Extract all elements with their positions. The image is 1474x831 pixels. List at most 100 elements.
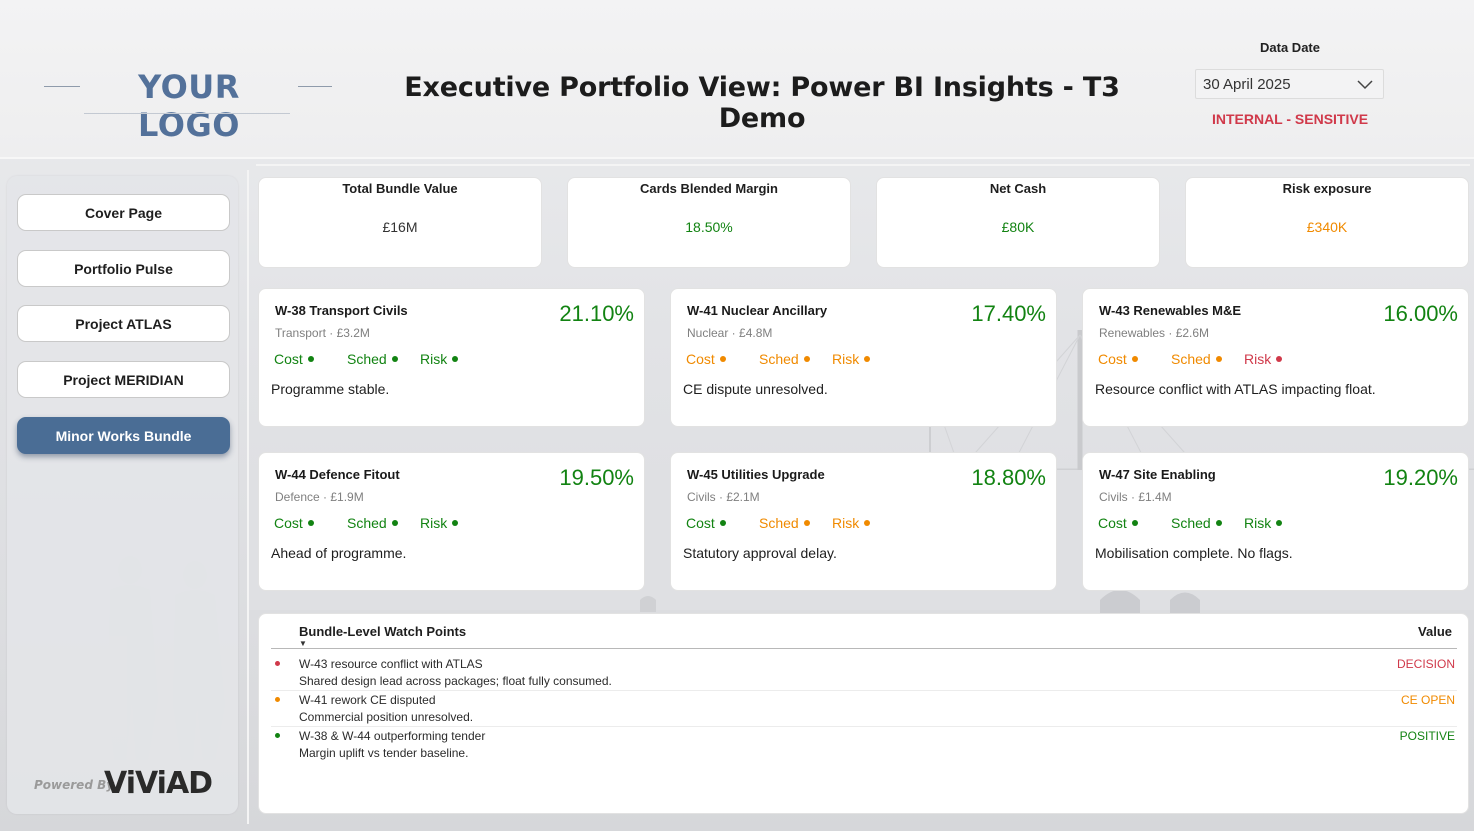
watch-point-description: Shared design lead across packages; floa… [299,674,612,688]
card-margin: 17.40% [971,301,1046,326]
rag-sched: Sched [759,515,810,531]
rag-label: Risk [1244,351,1272,367]
card-title: W-41 Nuclear Ancillary [687,303,828,318]
date-dropdown[interactable]: 30 April 2025 [1195,69,1384,99]
card-comment: Mobilisation complete. No flags. [1095,545,1293,561]
status-dot-icon [1215,520,1222,527]
card-subtitle: Nuclear · £4.8M [687,326,773,340]
powered-by-label: Powered By [34,778,115,792]
rag-label: Risk [420,351,448,367]
kpi-value: £80K [1001,219,1035,235]
watch-points-table: Bundle-Level Watch Points ▼ Value W-43 r… [258,613,1469,814]
column-header-watch-point[interactable]: Bundle-Level Watch Points [299,624,467,639]
rag-cost: Cost [274,515,314,531]
watch-point-title: W-43 resource conflict with ATLAS [299,657,483,671]
rag-cost: Cost [686,351,726,367]
page-title: Executive Portfolio View: Power BI Insig… [404,72,1120,134]
rag-label: Risk [832,515,860,531]
card-title: W-43 Renewables M&E [1099,303,1242,318]
rag-sched: Sched [347,515,398,531]
status-dot-icon [275,661,280,666]
status-dot-icon [391,356,398,363]
header-divider [0,157,1474,159]
table-row[interactable]: W-41 rework CE disputed Commercial posit… [271,691,1457,727]
card-comment: Statutory approval delay. [683,545,837,561]
card-comment: Programme stable. [271,381,390,397]
rag-label: Sched [1171,515,1211,531]
card-margin: 21.10% [559,301,634,326]
rag-risk: Risk [832,515,871,531]
status-dot-icon [864,356,871,363]
card-comment: CE dispute unresolved. [683,381,828,397]
rag-sched: Sched [1171,351,1222,367]
status-dot-icon [719,356,726,363]
kpi-total-bundle-value: Total Bundle Value £16M [258,177,542,268]
column-header-value[interactable]: Value [1418,624,1452,639]
chevron-down-icon [1357,80,1373,90]
status-dot-icon [803,520,810,527]
logo-underline [84,113,290,114]
rag-sched: Sched [1171,515,1222,531]
table-row[interactable]: W-38 & W-44 outperforming tender Margin … [271,727,1457,763]
watch-point-title: W-41 rework CE disputed [299,693,436,707]
rag-label: Risk [832,351,860,367]
rag-cost: Cost [1098,351,1138,367]
watch-point-value: CE OPEN [1400,693,1455,707]
status-dot-icon [864,520,871,527]
status-dot-icon [275,697,280,702]
rag-risk: Risk [420,351,459,367]
status-dot-icon [1276,520,1283,527]
kpi-value: £16M [382,219,418,235]
card-subtitle: Civils · £1.4M [1099,490,1172,504]
status-dot-icon [1276,356,1283,363]
watch-point-value: POSITIVE [1399,729,1455,743]
rag-label: Sched [759,351,799,367]
logo-line-left [44,86,80,87]
status-dot-icon [803,356,810,363]
kpi-risk-exposure: Risk exposure £340K [1185,177,1469,268]
rag-risk: Risk [420,515,459,531]
nav-project-atlas[interactable]: Project ATLAS [17,305,230,342]
logo-line-right [298,86,332,87]
status-dot-icon [452,356,459,363]
card-title: W-45 Utilities Upgrade [687,467,825,482]
vivad-logo-text: ViViAD [104,766,212,798]
status-dot-icon [1131,356,1138,363]
rag-label: Risk [1244,515,1272,531]
rag-label: Cost [686,351,715,367]
watch-point-value: DECISION [1396,657,1455,671]
rag-label: Cost [686,515,715,531]
watch-point-title: W-38 & W-44 outperforming tender [299,729,486,743]
row-divider [271,690,1457,691]
card-title: W-47 Site Enabling [1099,467,1216,482]
rag-status-row: Cost Sched Risk [1098,351,1328,369]
rag-label: Cost [1098,515,1127,531]
rag-risk: Risk [1244,351,1283,367]
card-comment: Ahead of programme. [271,545,407,561]
row-divider [271,726,1457,727]
project-card[interactable]: W-47 Site Enabling Civils · £1.4M 19.20%… [1082,452,1469,591]
project-card[interactable]: W-44 Defence Fitout Defence · £1.9M 19.5… [258,452,645,591]
card-margin: 19.50% [559,465,634,490]
kpi-title: Net Cash [989,181,1047,196]
rag-status-row: Cost Sched Risk [274,515,504,533]
nav-cover-page[interactable]: Cover Page [17,194,230,231]
rag-status-row: Cost Sched Risk [686,515,916,533]
project-card[interactable]: W-41 Nuclear Ancillary Nuclear · £4.8M 1… [670,288,1057,427]
project-card[interactable]: W-38 Transport Civils Transport · £3.2M … [258,288,645,427]
nav-minor-works-bundle[interactable]: Minor Works Bundle [17,417,230,454]
rag-label: Cost [1098,351,1127,367]
nav-portfolio-pulse[interactable]: Portfolio Pulse [17,250,230,287]
project-card[interactable]: W-43 Renewables M&E Renewables · £2.6M 1… [1082,288,1469,427]
rag-risk: Risk [1244,515,1283,531]
logo: YOUR LOGO [42,66,332,144]
project-card[interactable]: W-45 Utilities Upgrade Civils · £2.1M 18… [670,452,1057,591]
rag-sched: Sched [759,351,810,367]
table-row[interactable]: W-43 resource conflict with ATLAS Shared… [271,655,1457,691]
kpi-net-cash: Net Cash £80K [876,177,1160,268]
rag-risk: Risk [832,351,871,367]
card-subtitle: Renewables · £2.6M [1099,326,1210,340]
rag-label: Risk [420,515,448,531]
nav-project-meridian[interactable]: Project MERIDIAN [17,361,230,398]
rag-status-row: Cost Sched Risk [686,351,916,369]
